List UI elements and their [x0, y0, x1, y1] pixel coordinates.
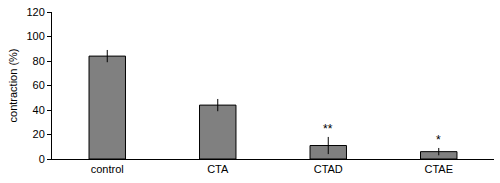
svg-text:CTAD: CTAD	[314, 163, 343, 175]
svg-text:80: 80	[33, 55, 45, 67]
svg-text:100: 100	[26, 30, 44, 42]
svg-text:CTAE: CTAE	[424, 163, 453, 175]
svg-text:*: *	[436, 133, 441, 147]
svg-text:120: 120	[26, 6, 44, 18]
svg-text:0: 0	[39, 153, 45, 165]
svg-text:20: 20	[33, 128, 45, 140]
svg-text:60: 60	[33, 79, 45, 91]
svg-text:control: control	[91, 163, 124, 175]
svg-text:contraction (%): contraction (%)	[7, 49, 19, 123]
svg-text:**: **	[323, 122, 333, 136]
svg-text:40: 40	[33, 104, 45, 116]
svg-text:CTA: CTA	[207, 163, 229, 175]
